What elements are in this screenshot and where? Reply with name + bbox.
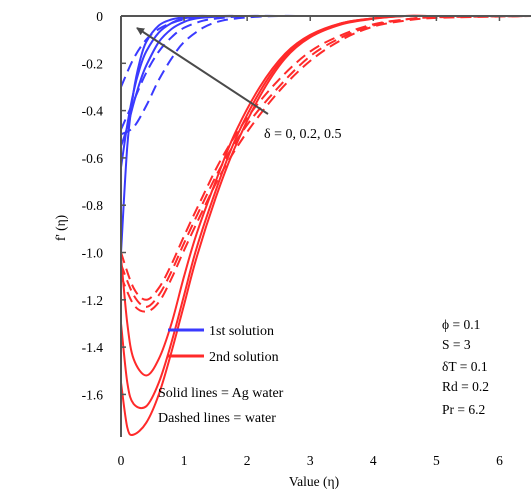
series-line-2nd-water-10: [120, 15, 531, 308]
x-axis-title: Value (η): [289, 474, 339, 489]
y-tick-label: -1.4: [82, 340, 104, 355]
param-phi: ϕ = 0.1: [442, 317, 480, 332]
series-line-1st-water-4: [120, 14, 531, 130]
x-tick-label: 1: [181, 453, 188, 468]
parameter-box: ϕ = 0.1 S = 3 δT = 0.1 Rd = 0.2 Pr = 6.2: [442, 317, 489, 417]
x-tick-label: 6: [496, 453, 503, 468]
y-tick-label: -0.8: [82, 198, 104, 213]
x-tick-label: 2: [244, 453, 251, 468]
axes: [120, 15, 531, 437]
x-tick-label: 3: [307, 453, 314, 468]
param-pr: Pr = 6.2: [442, 402, 485, 417]
annotation-delta: δ = 0, 0.2, 0.5: [264, 127, 342, 142]
legend-note-solid: Solid lines = Ag water: [158, 386, 284, 401]
series-line-2nd-water-11: [120, 15, 531, 313]
series-line-1st-water-3: [120, 14, 531, 88]
x-tick-label: 4: [370, 453, 377, 468]
legend-label-1st: 1st solution: [209, 324, 274, 339]
series-layer: [120, 14, 531, 437]
param-s: S = 3: [442, 337, 471, 352]
legend-note-dashed: Dashed lines = water: [158, 411, 276, 426]
y-axis-title: f' (η): [53, 215, 68, 241]
series-line-1st-ag-water-1: [120, 14, 531, 168]
param-rd: Rd = 0.2: [442, 379, 489, 394]
series-line-1st-water-5: [120, 14, 531, 136]
y-tick-label: -0.2: [82, 56, 103, 71]
y-tick-label: 0: [96, 9, 103, 24]
y-tick-label: -0.4: [82, 104, 104, 119]
legend-label-2nd: 2nd solution: [209, 350, 279, 365]
y-tick-label: -0.6: [82, 151, 104, 166]
x-tick-label: 5: [433, 453, 440, 468]
param-delta-t: δT = 0.1: [442, 359, 488, 374]
y-tick-label: -1.2: [82, 293, 103, 308]
legend: 1st solution 2nd solution Solid lines = …: [158, 324, 284, 426]
y-tick-label: -1.6: [82, 387, 104, 402]
annotation-arrow: [136, 27, 269, 115]
series-line-2nd-ag-water-8: [120, 14, 531, 437]
y-tick-label: -1.0: [82, 246, 104, 261]
x-tick-label: 0: [118, 453, 125, 468]
tick-labels: 0 1 2 3 4 5 6 0 -0.2 -0.4 -0.6 -0.8 -1.0 -1.2 -1.4 -1.6: [82, 9, 503, 468]
